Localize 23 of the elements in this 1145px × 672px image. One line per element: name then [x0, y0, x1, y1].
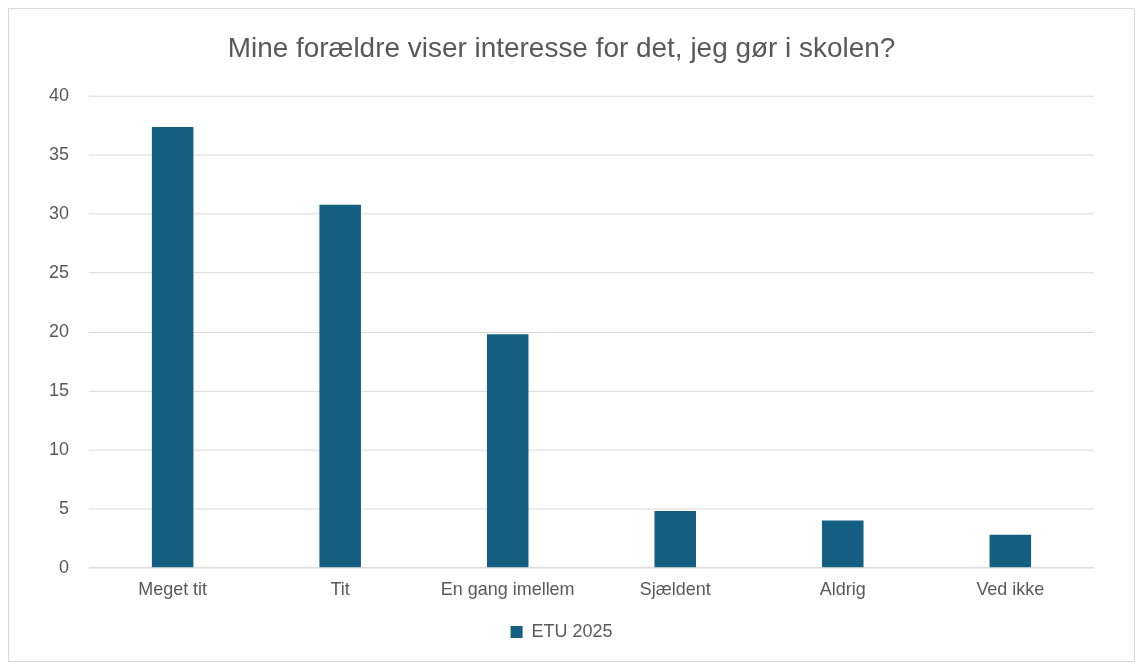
- chart-title: Mine forældre viser interesse for det, jeg gør i skolen?: [227, 32, 896, 64]
- bar: [989, 534, 1032, 568]
- y-tick-label: 20: [48, 320, 69, 341]
- bar: [319, 204, 361, 568]
- bar: [151, 126, 194, 568]
- y-tick-label: 0: [58, 556, 69, 577]
- x-tick-label: Sjældent: [639, 579, 711, 600]
- x-tick-label: Tit: [330, 579, 350, 600]
- y-tick-label: 25: [48, 262, 69, 283]
- x-tick-label: Meget tit: [138, 579, 208, 600]
- legend-label: ETU 2025: [531, 621, 613, 642]
- y-tick-label: 5: [58, 497, 69, 518]
- x-tick-label: En gang imellem: [440, 579, 575, 600]
- bar: [654, 511, 697, 568]
- y-tick-label: 30: [48, 203, 69, 224]
- bar: [486, 334, 529, 568]
- y-tick-label: 10: [48, 438, 69, 459]
- x-tick-label: Ved ikke: [976, 579, 1045, 600]
- y-tick-label: 15: [48, 379, 69, 400]
- y-tick-label: 35: [48, 144, 69, 165]
- y-tick-label: 40: [48, 85, 69, 106]
- x-tick-label: Aldrig: [819, 579, 866, 600]
- bar: [822, 520, 864, 568]
